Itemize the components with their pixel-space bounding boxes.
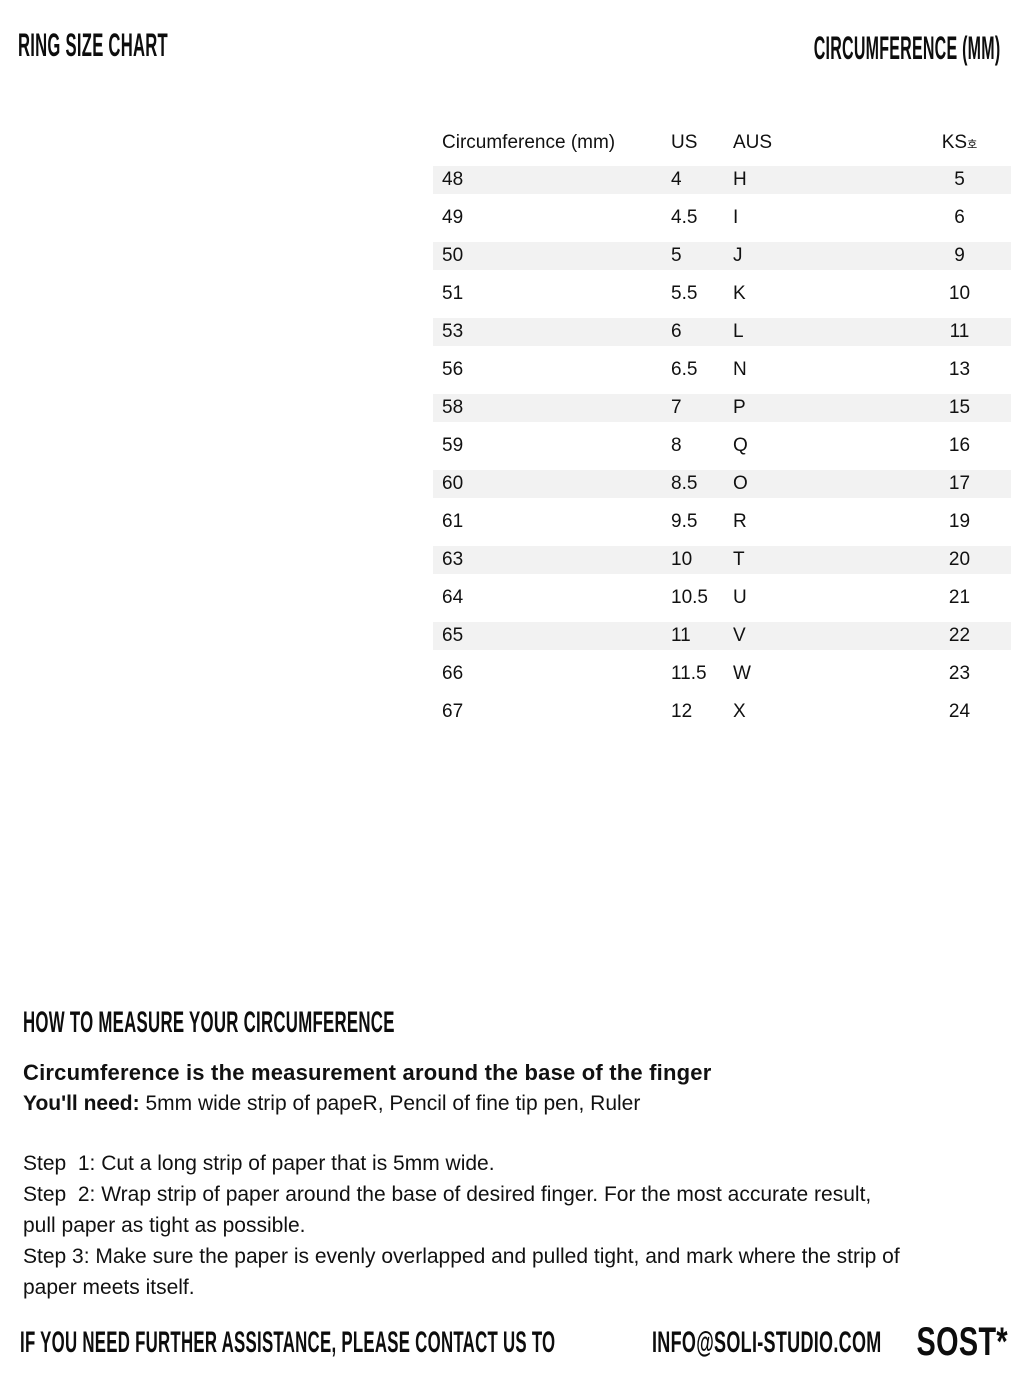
footer-assistance-text: IF YOU NEED FURTHER ASSISTANCE, PLEASE C…	[20, 1326, 556, 1359]
cell-circumference: 63	[442, 549, 464, 570]
cell-ks: 6	[954, 207, 965, 228]
column-header-circumference: Circumference (mm)	[442, 132, 616, 153]
step-3: Step 3: Make sure the paper is evenly ov…	[23, 1245, 900, 1299]
cell-ks: 16	[948, 435, 971, 456]
cell-circumference: 51	[442, 283, 464, 304]
cell-us: 12	[671, 701, 693, 722]
table-row: 64 10.5 U 21	[433, 584, 1011, 612]
page-subtitle: CIRCUMFERENCE (MM)	[813, 30, 1000, 66]
cell-aus: W	[733, 663, 751, 684]
howto-need-label: You'll need:	[23, 1092, 140, 1115]
table-row: 60 8.5 O 17	[433, 470, 1011, 498]
cell-us: 10	[671, 549, 693, 570]
column-header-ks-label: KS	[941, 132, 968, 153]
cell-circumference: 61	[442, 511, 464, 532]
table-row: 53 6 L 11	[433, 318, 1011, 346]
page-title: RING SIZE CHART	[18, 27, 168, 63]
table-row: 56 6.5 N 13	[433, 356, 1011, 384]
howto-intro: Circumference is the measurement around …	[23, 1060, 712, 1085]
cell-ks: 5	[954, 169, 965, 190]
cell-aus: K	[733, 283, 746, 304]
cell-aus: O	[733, 473, 748, 494]
cell-ks: 20	[948, 549, 971, 570]
cell-aus: R	[733, 511, 747, 532]
cell-circumference: 48	[442, 169, 464, 190]
cell-aus: Q	[733, 435, 748, 456]
cell-ks: 13	[948, 359, 971, 380]
table-row: 61 9.5 R 19	[433, 508, 1011, 536]
cell-circumference: 60	[442, 473, 464, 494]
cell-ks: 24	[948, 701, 971, 722]
cell-ks: 21	[948, 587, 971, 608]
footer-brand-logo: SOST*	[916, 1320, 1008, 1364]
table-row: 58 7 P 15	[433, 394, 1011, 422]
howto-steps: Step 1: Cut a long strip of paper that i…	[23, 1148, 998, 1303]
column-header-us: US	[671, 132, 698, 153]
column-header-ks: KS호	[908, 132, 1011, 154]
cell-aus: V	[733, 625, 746, 646]
table-row: 65 11 V 22	[433, 622, 1011, 650]
cell-us: 11.5	[671, 663, 707, 684]
cell-circumference: 64	[442, 587, 464, 608]
cell-aus: X	[733, 701, 746, 722]
table-row: 63 10 T 20	[433, 546, 1011, 574]
cell-ks: 23	[948, 663, 971, 684]
cell-us: 9.5	[671, 511, 698, 532]
cell-us: 6.5	[671, 359, 698, 380]
column-header-ks-suffix: 호	[967, 139, 978, 151]
cell-us: 5.5	[671, 283, 698, 304]
cell-circumference: 59	[442, 435, 464, 456]
cell-circumference: 56	[442, 359, 464, 380]
cell-aus: T	[733, 549, 745, 570]
table-row: 48 4 H 5	[433, 166, 1011, 194]
cell-us: 8	[671, 435, 682, 456]
howto-section: HOW TO MEASURE YOUR CIRCUMFERENCE Circum…	[23, 1005, 998, 1303]
cell-circumference: 49	[442, 207, 464, 228]
cell-ks: 9	[954, 245, 965, 266]
cell-us: 10.5	[671, 587, 708, 608]
cell-ks: 15	[948, 397, 971, 418]
step-1: Step 1: Cut a long strip of paper that i…	[23, 1152, 495, 1175]
cell-circumference: 67	[442, 701, 464, 722]
cell-aus: J	[733, 245, 743, 266]
cell-us: 5	[671, 245, 682, 266]
cell-circumference: 53	[442, 321, 464, 342]
table-row: 59 8 Q 16	[433, 432, 1011, 460]
cell-us: 11	[671, 625, 691, 646]
cell-aus: P	[733, 397, 746, 418]
cell-us: 7	[671, 397, 682, 418]
cell-ks: 17	[948, 473, 971, 494]
cell-circumference: 50	[442, 245, 464, 266]
ring-size-table: Circumference (mm) US AUS KS호 48 4 H 5 4…	[433, 126, 1011, 726]
cell-aus: I	[733, 207, 739, 228]
cell-us: 4	[671, 169, 682, 190]
cell-circumference: 58	[442, 397, 464, 418]
cell-circumference: 65	[442, 625, 464, 646]
table-body: 48 4 H 5 49 4.5 I 6 50 5 J 9 51 5.5 K 10…	[433, 166, 1011, 726]
cell-aus: U	[733, 587, 747, 608]
column-header-aus: AUS	[733, 132, 773, 153]
cell-us: 4.5	[671, 207, 698, 228]
table-row: 49 4.5 I 6	[433, 204, 1011, 232]
cell-ks: 19	[948, 511, 971, 532]
howto-need-line: You'll need: 5mm wide strip of papeR, Pe…	[23, 1088, 998, 1119]
cell-aus: H	[733, 169, 747, 190]
table-row: 51 5.5 K 10	[433, 280, 1011, 308]
footer-email: INFO@SOLI-STUDIO.COM	[652, 1326, 882, 1359]
cell-aus: N	[733, 359, 747, 380]
cell-ks: 10	[948, 283, 971, 304]
cell-ks: 22	[948, 625, 971, 646]
howto-need-text: 5mm wide strip of papeR, Pencil of fine …	[139, 1092, 641, 1115]
cell-aus: L	[733, 321, 744, 342]
table-row: 66 11.5 W 23	[433, 660, 1011, 688]
table-header-row: Circumference (mm) US AUS KS호	[433, 126, 1011, 160]
cell-us: 8.5	[671, 473, 698, 494]
cell-ks: 11	[949, 321, 970, 342]
cell-circumference: 66	[442, 663, 464, 684]
cell-us: 6	[671, 321, 682, 342]
table-row: 67 12 X 24	[433, 698, 1011, 726]
step-2: Step 2: Wrap strip of paper around the b…	[23, 1183, 872, 1237]
howto-heading: HOW TO MEASURE YOUR CIRCUMFERENCE	[23, 1006, 395, 1039]
table-row: 50 5 J 9	[433, 242, 1011, 270]
